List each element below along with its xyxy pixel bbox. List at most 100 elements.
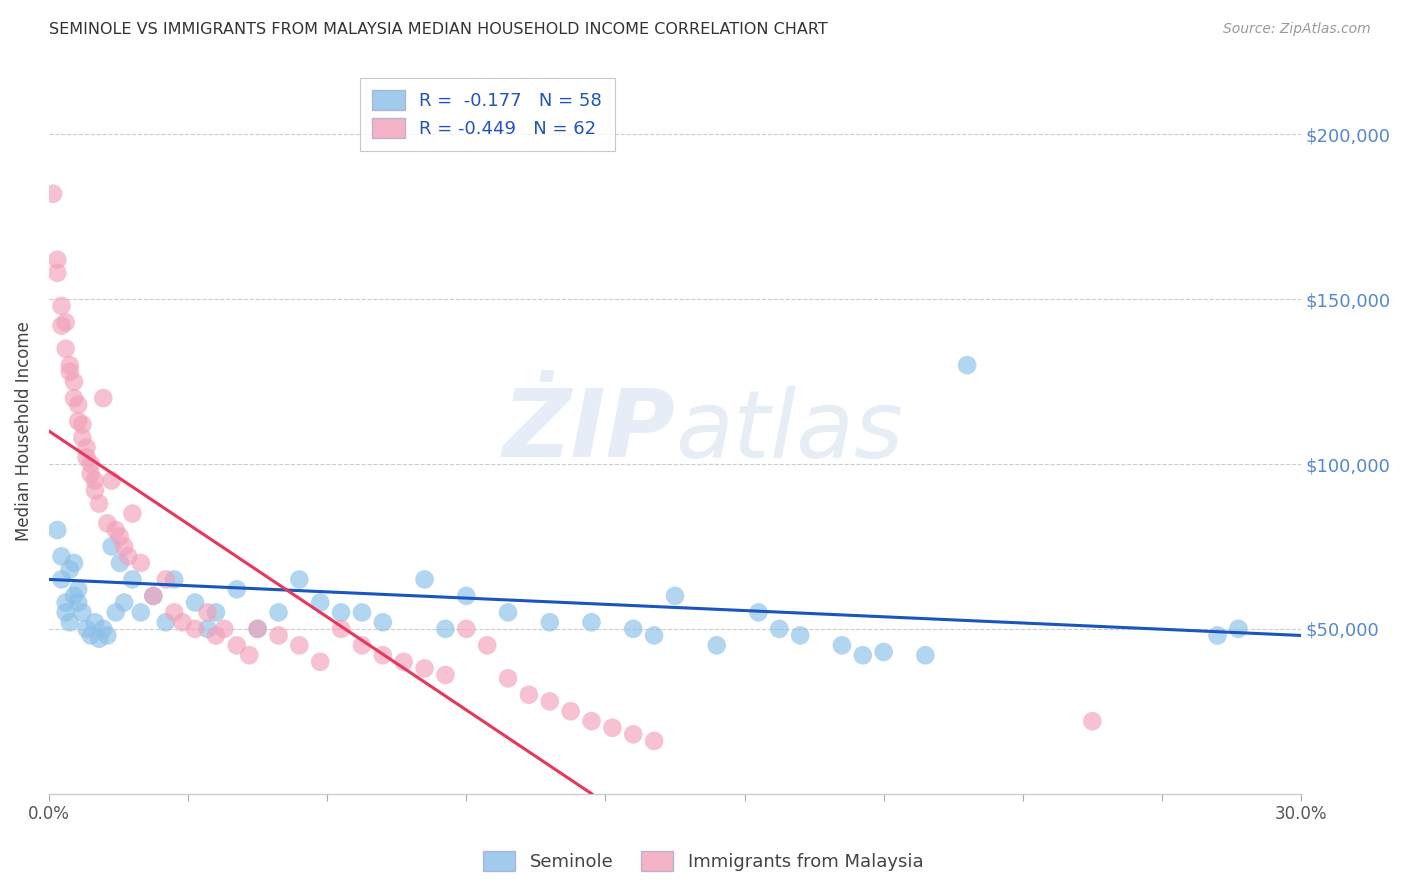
Point	[477, 638, 499, 652]
Text: ŻIP: ŻIP	[502, 385, 675, 477]
Point	[108, 556, 131, 570]
Point	[80, 457, 103, 471]
Point	[91, 391, 114, 405]
Point	[108, 530, 131, 544]
Point	[434, 668, 457, 682]
Point	[496, 606, 519, 620]
Point	[602, 721, 624, 735]
Text: atlas: atlas	[675, 385, 903, 476]
Point	[872, 645, 894, 659]
Point	[67, 398, 90, 412]
Point	[67, 595, 90, 609]
Point	[51, 318, 73, 333]
Point	[112, 595, 135, 609]
Point	[100, 540, 122, 554]
Legend: R =  -0.177   N = 58, R = -0.449   N = 62: R = -0.177 N = 58, R = -0.449 N = 62	[360, 78, 614, 151]
Point	[205, 606, 228, 620]
Text: SEMINOLE VS IMMIGRANTS FROM MALAYSIA MEDIAN HOUSEHOLD INCOME CORRELATION CHART: SEMINOLE VS IMMIGRANTS FROM MALAYSIA MED…	[49, 22, 828, 37]
Point	[197, 606, 219, 620]
Point	[246, 622, 269, 636]
Point	[456, 589, 478, 603]
Point	[59, 562, 82, 576]
Point	[371, 615, 394, 630]
Point	[205, 628, 228, 642]
Point	[309, 595, 332, 609]
Point	[956, 358, 979, 372]
Point	[621, 622, 644, 636]
Point	[560, 704, 582, 718]
Point	[76, 622, 98, 636]
Point	[46, 523, 69, 537]
Point	[46, 266, 69, 280]
Point	[831, 638, 853, 652]
Point	[76, 450, 98, 465]
Point	[142, 589, 165, 603]
Point	[309, 655, 332, 669]
Point	[163, 573, 186, 587]
Point	[76, 441, 98, 455]
Point	[112, 540, 135, 554]
Point	[55, 606, 77, 620]
Point	[246, 622, 269, 636]
Point	[914, 648, 936, 663]
Point	[96, 628, 118, 642]
Point	[330, 606, 353, 620]
Point	[59, 365, 82, 379]
Point	[197, 622, 219, 636]
Point	[129, 556, 152, 570]
Point	[129, 606, 152, 620]
Point	[706, 638, 728, 652]
Point	[434, 622, 457, 636]
Point	[163, 606, 186, 620]
Point	[852, 648, 875, 663]
Point	[538, 694, 561, 708]
Point	[121, 573, 143, 587]
Point	[517, 688, 540, 702]
Point	[51, 549, 73, 564]
Point	[225, 582, 247, 597]
Point	[184, 622, 207, 636]
Point	[59, 358, 82, 372]
Point	[142, 589, 165, 603]
Point	[42, 186, 65, 201]
Point	[456, 622, 478, 636]
Point	[643, 734, 665, 748]
Point	[371, 648, 394, 663]
Point	[664, 589, 686, 603]
Point	[91, 622, 114, 636]
Point	[59, 615, 82, 630]
Y-axis label: Median Household Income: Median Household Income	[15, 321, 32, 541]
Point	[581, 615, 603, 630]
Point	[155, 573, 177, 587]
Point	[121, 507, 143, 521]
Point	[104, 606, 127, 620]
Point	[184, 595, 207, 609]
Point	[350, 606, 373, 620]
Point	[117, 549, 139, 564]
Point	[155, 615, 177, 630]
Point	[80, 628, 103, 642]
Point	[621, 727, 644, 741]
Point	[67, 582, 90, 597]
Point	[496, 671, 519, 685]
Point	[55, 342, 77, 356]
Point	[87, 632, 110, 646]
Point	[1081, 714, 1104, 728]
Point	[63, 589, 86, 603]
Point	[267, 628, 290, 642]
Point	[392, 655, 415, 669]
Point	[225, 638, 247, 652]
Text: Source: ZipAtlas.com: Source: ZipAtlas.com	[1223, 22, 1371, 37]
Point	[768, 622, 790, 636]
Point	[238, 648, 260, 663]
Point	[288, 573, 311, 587]
Point	[55, 315, 77, 329]
Point	[267, 606, 290, 620]
Point	[100, 474, 122, 488]
Point	[288, 638, 311, 652]
Point	[87, 497, 110, 511]
Point	[172, 615, 194, 630]
Point	[413, 661, 436, 675]
Point	[581, 714, 603, 728]
Point	[51, 573, 73, 587]
